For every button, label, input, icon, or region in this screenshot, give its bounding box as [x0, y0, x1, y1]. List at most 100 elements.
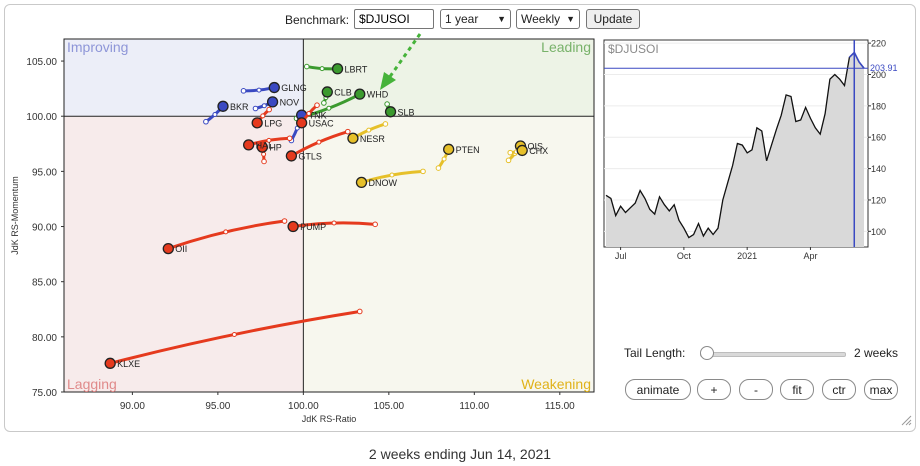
tail-mid-point: [389, 172, 395, 178]
x-tick-label: 95.00: [205, 401, 230, 412]
y-axis-label: JdK RS-Momentum: [10, 176, 20, 255]
series-gtls: GTLS: [285, 128, 351, 162]
tail-start-point: [420, 168, 426, 175]
series-label: LBRT: [345, 64, 368, 74]
series-label: KLXE: [117, 359, 140, 369]
resize-handle-icon[interactable]: [900, 414, 912, 426]
series-pten: PTEN: [435, 143, 480, 171]
benchmark-input[interactable]: [354, 9, 434, 29]
mini-y-tick-label: 120: [871, 195, 886, 205]
zoom-out-button[interactable]: -: [739, 379, 773, 400]
y-tick-label: 85.00: [32, 278, 57, 289]
series-label: HAL: [256, 140, 274, 150]
x-axis-label: JdK RS-Ratio: [302, 414, 357, 424]
mini-chart-last-value: 203.91: [870, 63, 898, 73]
series-label: CHX: [529, 146, 548, 156]
series-dnow: DNOW: [355, 168, 426, 189]
tail-mid-point: [366, 127, 372, 133]
quadrant-label-improving: Improving: [67, 39, 128, 55]
series-slb: SLB: [384, 101, 415, 118]
quadrant-weakening: [303, 116, 594, 392]
series-label: PUMP: [300, 222, 326, 232]
toolbar: Benchmark: 1 year ▼ Weekly ▼ Update: [0, 9, 920, 31]
series-label: TNK: [309, 111, 327, 121]
mini-chart-y-ticks: 100 120 140 160 180 200 220: [868, 39, 886, 237]
x-axis-ticks: 90.00 95.00 100.00 105.00 110.00 115.00: [120, 392, 575, 412]
tail-mid-point: [266, 137, 272, 143]
mini-chart-title: $DJUSOI: [608, 42, 659, 56]
mini-chart-line: [605, 51, 865, 239]
max-button[interactable]: max: [864, 379, 898, 400]
series-label: OIS: [527, 142, 543, 152]
head-point: [516, 144, 528, 157]
mini-y-tick-label: 200: [871, 70, 886, 80]
tail-length-slider[interactable]: [700, 346, 846, 360]
slider-track: [700, 352, 846, 357]
annotation-arrow: [380, 33, 422, 90]
benchmark-label: Benchmark:: [285, 13, 350, 27]
series-label: CLB: [334, 87, 352, 97]
tail-start-point: [435, 165, 442, 171]
fit-button[interactable]: fit: [780, 379, 814, 400]
tail-start-point: [372, 221, 378, 228]
tail-mid-point: [261, 103, 267, 109]
tail-mid-point: [306, 111, 312, 117]
tail-mid-point: [441, 156, 447, 162]
series-label: GLNG: [281, 83, 307, 93]
x-tick-label: 90.00: [120, 401, 145, 412]
head-point: [268, 81, 280, 94]
tail-start-point: [345, 128, 351, 135]
tail-length-value: 2 weeks: [854, 346, 899, 360]
head-point: [287, 220, 299, 233]
zoom-in-button[interactable]: +: [697, 379, 731, 400]
tail-mid-point: [261, 151, 267, 157]
head-point: [295, 117, 308, 129]
series-label: WHD: [367, 90, 389, 100]
series-lpg: LPG: [251, 106, 282, 129]
center-button[interactable]: ctr: [822, 379, 856, 400]
series-label: OII: [175, 244, 187, 254]
frequency-select[interactable]: Weekly ▼: [516, 9, 580, 29]
tail-mid-point: [316, 139, 322, 145]
head-point: [321, 86, 333, 98]
tail-mid-point: [260, 113, 266, 119]
chevron-down-icon: ▼: [497, 14, 506, 24]
series-chx: CHX: [507, 144, 548, 157]
y-tick-label: 90.00: [32, 223, 57, 234]
series-nesr: NESR: [347, 121, 389, 144]
slider-thumb[interactable]: [700, 346, 714, 360]
series-label: USAC: [309, 118, 335, 128]
update-button[interactable]: Update: [586, 9, 640, 29]
tail-start-point: [286, 135, 293, 142]
y-tick-label: 75.00: [32, 388, 57, 399]
head-point: [347, 132, 359, 144]
head-point: [242, 139, 255, 151]
tail-mid-point: [231, 331, 237, 337]
tail-start-point: [382, 121, 389, 127]
x-tick-label: 100.00: [288, 401, 319, 412]
series-label: GTLS: [298, 151, 322, 161]
tail-start-point: [314, 102, 320, 108]
series-label: BKR: [230, 102, 249, 112]
head-point: [355, 176, 368, 189]
mini-chart-x-ticks: Jul Oct 2021 Apr: [615, 247, 817, 261]
x-tick-label: 110.00: [459, 401, 489, 412]
series-glng: GLNG: [240, 81, 307, 94]
mini-x-tick-label: Apr: [803, 251, 817, 261]
tail-mid-point: [326, 105, 332, 111]
series-label: NESR: [360, 134, 386, 144]
period-select-value: 1 year: [445, 12, 479, 26]
series-nov: NOV: [252, 96, 299, 112]
series-label: HP: [269, 143, 282, 153]
tail-mid-point: [212, 112, 218, 118]
series-oii: OII: [162, 218, 288, 255]
mini-y-tick-label: 160: [871, 133, 886, 143]
tail-start-point: [252, 105, 259, 112]
period-select[interactable]: 1 year ▼: [440, 9, 511, 29]
tail-mid-point: [256, 87, 262, 93]
y-tick-label: 100.00: [26, 112, 57, 123]
animate-button[interactable]: animate: [625, 379, 691, 400]
mini-chart-tail-segment: [848, 51, 865, 69]
series-klxe: KLXE: [104, 308, 363, 369]
